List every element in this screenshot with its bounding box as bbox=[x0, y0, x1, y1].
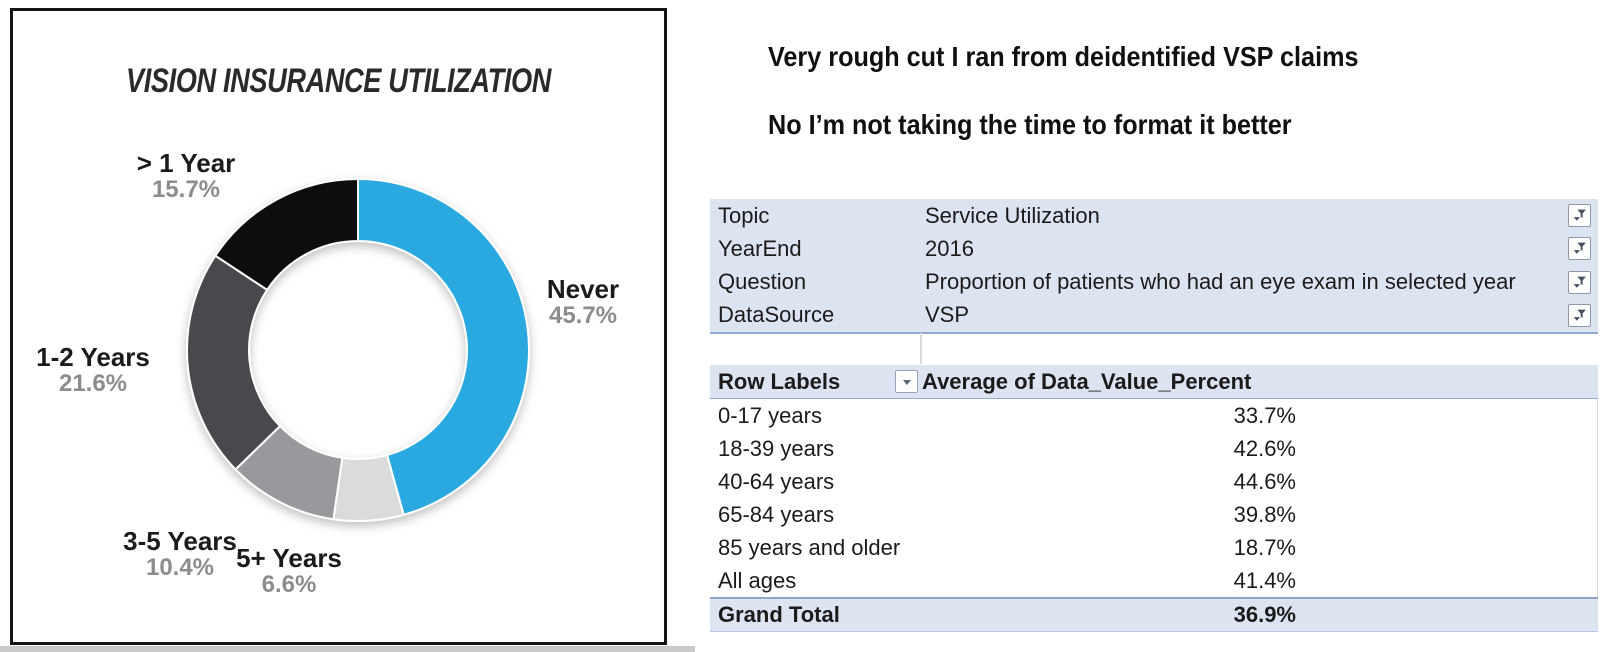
filter-button-datasource[interactable] bbox=[1568, 303, 1591, 327]
filter-row-yearend: YearEnd 2016 bbox=[710, 232, 1598, 265]
filter-field-value[interactable]: VSP bbox=[925, 302, 970, 328]
value-cell[interactable]: 41.4% bbox=[1233, 567, 1296, 593]
values-header[interactable]: Average of Data_Value_Percent bbox=[922, 368, 1252, 394]
chart-label-gt-1-year: > 1 Year 15.7% bbox=[137, 150, 236, 203]
pivot-table: Row Labels Average of Data_Value_Percent… bbox=[710, 365, 1598, 632]
filter-field-value[interactable]: Proportion of patients who had an eye ex… bbox=[925, 269, 1516, 295]
filter-button-yearend[interactable] bbox=[1568, 237, 1591, 261]
vision-utilization-card: VISION INSURANCE UTILIZATION Never 45.7%… bbox=[10, 8, 667, 645]
value-cell[interactable]: 33.7% bbox=[1233, 402, 1296, 428]
value-cell[interactable]: 36.9% bbox=[1233, 602, 1296, 627]
spreadsheet-gridline bbox=[920, 333, 922, 364]
filter-row-topic: Topic Service Utilization bbox=[710, 199, 1598, 232]
donut-segment--1-year bbox=[213, 177, 359, 292]
filter-field-name[interactable]: DataSource bbox=[718, 302, 835, 328]
pivot-row: 0-17 years 33.7% bbox=[710, 399, 1597, 432]
filter-field-value[interactable]: Service Utilization bbox=[925, 202, 1100, 228]
row-label-cell[interactable]: 18-39 years bbox=[718, 435, 835, 461]
note-line-2: No I’m not taking the time to format it … bbox=[768, 109, 1292, 140]
value-cell[interactable]: 44.6% bbox=[1233, 468, 1296, 494]
donut-chart bbox=[186, 177, 531, 522]
pivot-row: 40-64 years 44.6% bbox=[710, 465, 1597, 498]
bottom-edge-strip bbox=[0, 646, 695, 652]
value-cell[interactable]: 39.8% bbox=[1233, 501, 1296, 527]
grand-total-row: Grand Total 36.9% bbox=[710, 597, 1598, 632]
donut-segment-never bbox=[357, 177, 531, 517]
segment-percent: 15.7% bbox=[151, 176, 221, 203]
pivot-row: 18-39 years 42.6% bbox=[710, 432, 1597, 465]
segment-percent: 45.7% bbox=[548, 302, 618, 329]
row-label-cell[interactable]: 0-17 years bbox=[718, 402, 822, 428]
filter-field-value[interactable]: 2016 bbox=[925, 235, 974, 261]
chart-label-never: Never 45.7% bbox=[547, 276, 619, 329]
filter-button-topic[interactable] bbox=[1568, 204, 1591, 228]
row-labels-dropdown-button[interactable] bbox=[895, 370, 918, 393]
segment-name: > 1 Year bbox=[136, 148, 236, 178]
chevron-down-icon bbox=[902, 379, 911, 385]
funnel-filter-icon bbox=[1573, 309, 1586, 321]
chart-label-3-5-years: 3-5 Years 10.4% bbox=[123, 528, 237, 581]
pivot-row: 85 years and older 18.7% bbox=[710, 531, 1597, 564]
chart-title: VISION INSURANCE UTILIZATION bbox=[125, 62, 552, 100]
pivot-body: 0-17 years 33.7% 18-39 years 42.6% 40-64… bbox=[710, 399, 1598, 597]
note-line-1: Very rough cut I ran from deidentified V… bbox=[768, 41, 1359, 72]
filter-row-datasource: DataSource VSP bbox=[710, 299, 1598, 332]
pivot-row: 65-84 years 39.8% bbox=[710, 498, 1597, 531]
funnel-filter-icon bbox=[1573, 276, 1586, 288]
segment-name: 5+ Years bbox=[236, 543, 342, 573]
segment-name: Never bbox=[546, 274, 620, 304]
row-label-cell[interactable]: 85 years and older bbox=[718, 534, 901, 560]
segment-percent: 6.6% bbox=[261, 571, 317, 598]
pivot-row: All ages 41.4% bbox=[710, 564, 1597, 597]
filter-field-name[interactable]: Topic bbox=[718, 202, 770, 228]
funnel-filter-icon bbox=[1573, 243, 1586, 255]
row-label-cell[interactable]: 40-64 years bbox=[718, 468, 835, 494]
row-labels-header[interactable]: Row Labels bbox=[718, 368, 841, 394]
segment-percent: 21.6% bbox=[58, 370, 128, 397]
filter-button-question[interactable] bbox=[1568, 270, 1591, 294]
funnel-filter-icon bbox=[1573, 209, 1586, 221]
pivot-filter-area: Topic Service Utilization YearEnd 2016 Q… bbox=[710, 199, 1598, 334]
filter-row-question: Question Proportion of patients who had … bbox=[710, 266, 1598, 299]
chart-label-1-2-years: 1-2 Years 21.6% bbox=[36, 344, 150, 397]
filter-field-name[interactable]: YearEnd bbox=[718, 235, 802, 261]
segment-percent: 10.4% bbox=[145, 554, 215, 581]
row-label-cell[interactable]: Grand Total bbox=[718, 602, 840, 627]
segment-name: 3-5 Years bbox=[123, 526, 237, 556]
pivot-header-row: Row Labels Average of Data_Value_Percent bbox=[710, 365, 1598, 399]
segment-name: 1-2 Years bbox=[36, 342, 150, 372]
chart-label-5-plus-years: 5+ Years 6.6% bbox=[236, 545, 342, 598]
value-cell[interactable]: 18.7% bbox=[1233, 534, 1296, 560]
row-label-cell[interactable]: 65-84 years bbox=[718, 501, 835, 527]
filter-field-name[interactable]: Question bbox=[718, 269, 807, 295]
row-label-cell[interactable]: All ages bbox=[718, 567, 797, 593]
value-cell[interactable]: 42.6% bbox=[1233, 435, 1296, 461]
